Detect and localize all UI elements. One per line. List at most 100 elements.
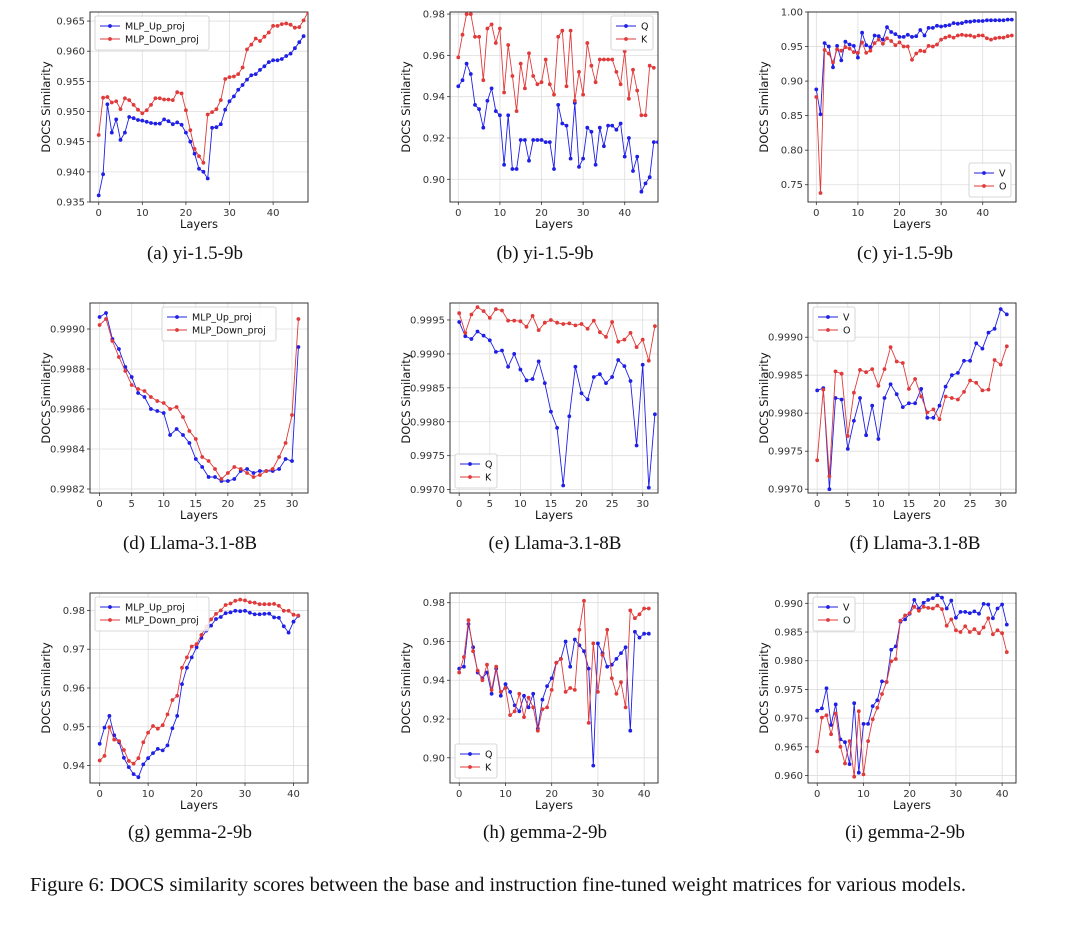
data-point: [604, 381, 608, 385]
data-point: [523, 138, 527, 142]
data-point: [503, 686, 508, 690]
data-point: [189, 644, 194, 649]
data-point: [572, 688, 577, 692]
data-point: [596, 641, 600, 646]
data-point: [956, 397, 960, 402]
data-point: [189, 655, 194, 660]
data-point: [815, 458, 820, 463]
data-point: [931, 415, 936, 420]
data-point: [286, 608, 291, 613]
data-point: [847, 762, 852, 766]
data-point: [925, 415, 930, 420]
data-point: [829, 732, 833, 737]
chart-a: 0 10 20 30 40 0.935 0.940 0.945 0.950 0.955 0.960 0…: [39, 11, 309, 231]
data-point: [980, 33, 985, 38]
data-point: [901, 35, 906, 39]
data-point: [985, 36, 989, 41]
data-point: [232, 465, 237, 469]
data-point: [118, 138, 123, 142]
data-point: [616, 358, 621, 362]
data-point: [540, 707, 545, 712]
data-point: [919, 394, 924, 399]
data-point: [129, 383, 134, 387]
data-point: [494, 307, 498, 311]
data-point: [238, 467, 243, 471]
y-tick-label: 0.98: [423, 10, 445, 21]
data-point: [477, 34, 481, 39]
data-point: [962, 390, 966, 394]
y-tick-label: 0.990: [774, 599, 803, 610]
data-point: [109, 130, 114, 135]
data-point: [951, 35, 956, 40]
data-point: [581, 92, 585, 97]
data-point: [184, 108, 188, 113]
data-point: [174, 427, 179, 431]
data-point: [646, 606, 651, 611]
data-point: [930, 26, 935, 30]
data-point: [531, 705, 536, 710]
data-point: [506, 113, 511, 118]
data-point: [903, 613, 907, 618]
data-point: [885, 36, 889, 41]
data-point: [296, 613, 301, 618]
data-point: [473, 34, 477, 39]
data-point: [947, 23, 952, 27]
data-point: [251, 471, 256, 475]
x-tick-label: 30: [577, 208, 590, 219]
data-point: [279, 57, 284, 61]
data-point: [814, 87, 819, 92]
data-point: [175, 714, 180, 718]
data-point: [640, 337, 645, 342]
y-tick-label: 0.985: [774, 628, 803, 639]
data-point: [881, 37, 885, 42]
data-point: [262, 34, 267, 39]
x-tick-label: 30: [286, 499, 299, 510]
data-point: [606, 57, 610, 62]
data-point: [223, 77, 228, 81]
data-point: [835, 44, 839, 48]
data-point: [517, 709, 522, 714]
x-tick-label: 20: [535, 208, 548, 219]
data-point: [517, 691, 522, 696]
x-tick-label: 15: [545, 499, 558, 510]
data-point: [628, 331, 633, 335]
y-tick-label: 0.85: [781, 111, 803, 122]
data-point: [833, 702, 838, 707]
data-point: [262, 612, 267, 616]
data-point: [913, 377, 917, 381]
data-point: [935, 42, 939, 47]
x-tick-label: 30: [239, 789, 252, 800]
data-point: [860, 40, 864, 45]
data-point: [586, 666, 591, 671]
data-point: [149, 103, 153, 107]
x-tick-label: 10: [514, 499, 527, 510]
data-point: [518, 138, 523, 142]
x-tick-label: 5: [128, 499, 134, 510]
x-tick-label: 10: [852, 208, 865, 219]
data-point: [579, 322, 584, 326]
data-point: [949, 396, 954, 400]
y-tick-label: 0.75: [781, 180, 803, 191]
data-point: [960, 32, 964, 37]
chart-f: 0 5 10 15 20 25 30 0.9970 0.9975 0.9980 0.9985 0.99…: [757, 302, 1017, 522]
data-point: [898, 618, 903, 623]
x-tick-label: 40: [638, 789, 651, 800]
data-point: [827, 487, 832, 492]
data-point: [1004, 650, 1009, 654]
y-tick-label: 0.94: [423, 92, 445, 103]
y-tick-label: 0.9982: [50, 485, 85, 496]
data-point: [618, 82, 623, 87]
data-point: [306, 12, 308, 14]
data-point: [894, 392, 899, 397]
x-tick-label: 40: [287, 789, 300, 800]
data-point: [249, 42, 254, 47]
x-tick-label: 40: [976, 208, 989, 219]
data-point: [545, 684, 549, 688]
data-point: [962, 358, 966, 363]
data-point: [187, 429, 192, 433]
data-point: [197, 166, 201, 171]
legend-label: MLP_Up_proj: [125, 22, 185, 33]
legend-box: [454, 743, 498, 779]
data-point: [976, 19, 981, 23]
data-point: [880, 692, 884, 696]
